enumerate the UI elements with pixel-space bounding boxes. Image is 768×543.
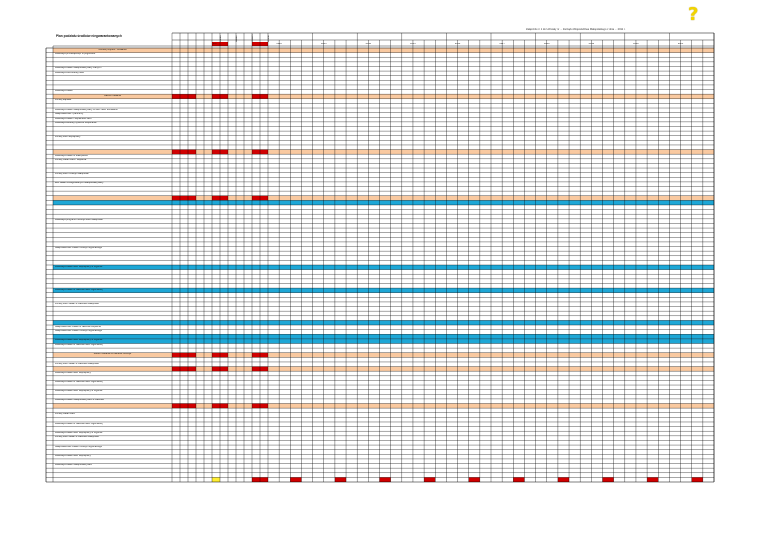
row-label: Realizacja zadań Małopolskiej Bazy Danyc… bbox=[54, 67, 102, 70]
first-row-label: PO bbox=[213, 42, 217, 45]
year-header: 2021 bbox=[677, 42, 684, 45]
vertical-header: Kwota bbox=[219, 35, 222, 43]
row-label: Rozwój zadań sieci bbox=[54, 413, 75, 416]
row-label: Realizacja zadań sieci współpracy bbox=[54, 454, 91, 457]
row-label: Realizacja zadań Małopolskiej Bazy w sie… bbox=[54, 108, 118, 111]
red-cell bbox=[172, 366, 196, 372]
vertical-header: Razem bbox=[251, 34, 254, 43]
red-cell bbox=[172, 94, 196, 99]
row-label: Małopolska sieć zadań rozwoju regionalne… bbox=[54, 445, 103, 448]
row-label: Realizacja zadań w Małopolsce bbox=[54, 154, 88, 157]
row-label: Realizacja zadań w zakresie sieci region… bbox=[54, 344, 103, 347]
row-label: Realizacja zadań i wspieranie sieci bbox=[54, 117, 92, 120]
row-band-orange bbox=[53, 352, 714, 358]
row-label: Rozwój sieci zadań w zakresie Małopolski bbox=[54, 362, 99, 365]
row-label: Realizacja zadań Małopolskiej sieci bbox=[54, 464, 92, 467]
row-label: Realizacja Budowy systemu wspierania bbox=[54, 122, 97, 125]
row-label: Realizacja zadań sieci współpracy w regi… bbox=[54, 339, 103, 342]
red-cell bbox=[424, 477, 436, 482]
row-label: Małopolska sieć zadań rozwoju regionalne… bbox=[54, 247, 103, 250]
row-band-blue bbox=[53, 200, 714, 205]
row-band-blue bbox=[53, 338, 714, 344]
row-label: Rozwój sieci zadań w zakresie Małopolski bbox=[54, 436, 99, 439]
row-label: Realizacja zadań sieci współpracy bbox=[54, 371, 91, 374]
row-label: Realizacja przedsięwzięć w pogotowiu bbox=[54, 53, 96, 56]
document-title: Plan podziału środków niegwarantowanych bbox=[56, 34, 122, 38]
year-header: 2017 bbox=[499, 42, 505, 45]
table-header-label: Nazwa projektu / działania bbox=[98, 48, 127, 51]
red-cell bbox=[513, 477, 525, 482]
question-mark-icon[interactable]: ? bbox=[688, 4, 699, 25]
row-label: Realizacja Rozbudowy sieci bbox=[54, 71, 85, 74]
yellow-cell bbox=[212, 477, 220, 482]
red-cell bbox=[172, 149, 196, 155]
row-label: Rozwój sieci współpracy bbox=[54, 136, 81, 139]
year-header: 2020 bbox=[633, 42, 639, 45]
row-band-blue bbox=[53, 320, 714, 326]
row-label: Małopolska sieć zadań w zakresie wsparci… bbox=[54, 325, 101, 328]
row-band-blue bbox=[53, 334, 714, 339]
row-band-orange bbox=[53, 149, 714, 155]
row-label: Razem zadania bbox=[104, 94, 121, 97]
red-cell bbox=[172, 403, 196, 409]
row-label: Realizacja programu rozwoju sieci Małopo… bbox=[54, 219, 103, 222]
row-band-orange bbox=[53, 94, 714, 99]
row-label: Realizacja zadań sieci współpracy w regi… bbox=[54, 431, 103, 434]
red-cell bbox=[379, 477, 391, 482]
row-label: Małopolska sieć zadań rozwoju regionalne… bbox=[54, 330, 103, 333]
red-cell bbox=[602, 477, 614, 482]
row-band-blue bbox=[53, 288, 714, 293]
year-header: 2016 bbox=[454, 42, 461, 45]
year-header: 2015 bbox=[410, 42, 416, 45]
red-cell bbox=[172, 352, 196, 358]
row-label: Realizacja zadań sieci współpracy w regi… bbox=[54, 390, 103, 393]
red-cell bbox=[468, 477, 480, 482]
row-label: Realizacja zadań bbox=[54, 90, 73, 93]
red-cell bbox=[647, 477, 659, 482]
red-cell bbox=[557, 477, 570, 482]
row-label: Małopolska sieć i partnerzy bbox=[54, 113, 84, 116]
red-cell bbox=[172, 195, 196, 201]
row-label: Realizacja zadań Małopolskiej sieci w za… bbox=[54, 399, 104, 402]
vertical-header: Wkład bbox=[235, 35, 238, 43]
row-band-orange bbox=[53, 195, 714, 201]
year-header: 2013 bbox=[321, 42, 327, 45]
vertical-header: Środki bbox=[267, 35, 270, 43]
red-cell bbox=[691, 477, 703, 482]
red-cell bbox=[290, 477, 302, 482]
row-band-orange bbox=[53, 48, 714, 53]
document-caption: Załącznik nr 1 do Uchwały nr ... Zarządu… bbox=[526, 28, 626, 31]
row-label: Realizacja zadań w zakresie sieci region… bbox=[54, 381, 103, 384]
row-band-orange bbox=[53, 403, 714, 409]
year-header: 2019 bbox=[588, 42, 594, 45]
red-cell bbox=[334, 477, 347, 482]
year-header: 2014 bbox=[365, 42, 371, 45]
row-band-blue bbox=[53, 265, 714, 270]
year-header: 2012 bbox=[276, 42, 282, 45]
row-label: Realizacja zadań w zakresie sieci region… bbox=[54, 288, 103, 291]
year-header: 2018 bbox=[544, 42, 550, 45]
row-label: Rozwój sieci zadań w zakresie Małopolski bbox=[54, 302, 99, 305]
row-label: Realizacja zadań w zakresie sieci region… bbox=[54, 422, 103, 425]
row-label: Razem zadania w zakresie rozwoju bbox=[93, 353, 132, 356]
row-label: Rozwój sieci rozwoju Małopolski bbox=[54, 173, 89, 176]
row-label: Rozwój kapitału bbox=[54, 99, 72, 102]
row-label: Rozwój zadań sieci i wsparcia bbox=[54, 159, 87, 162]
row-label: Sieć zadań zintegrowanych Małopolskiej B… bbox=[54, 182, 104, 185]
row-band-orange bbox=[53, 366, 714, 372]
row-label: Realizacja zadań sieci współpracy w regi… bbox=[54, 265, 103, 268]
